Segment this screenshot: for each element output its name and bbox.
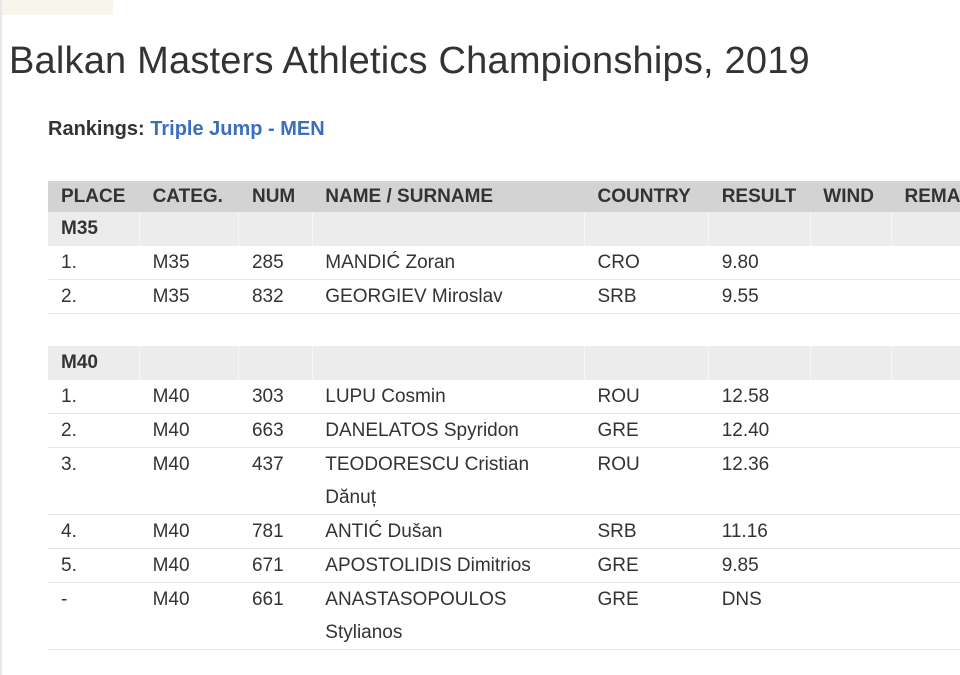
cell-remark (891, 380, 960, 414)
table-row: 1. M35 285 MANDIĆ Zoran CRO 9.80 (48, 246, 960, 280)
event-link[interactable]: Triple Jump - MEN (150, 118, 325, 140)
table-row: 2. M40 663 DANELATOS Spyridon GRE 12.40 (48, 413, 960, 448)
cell-result: 9.85 (708, 548, 811, 583)
cell-country: SRB (584, 279, 709, 314)
cell-remark (891, 514, 960, 549)
group-spacer (48, 313, 960, 346)
header-result: RESULT (708, 181, 811, 212)
cell-place: 2. (48, 279, 140, 314)
header-country: COUNTRY (584, 181, 709, 212)
cell-remark (891, 447, 960, 515)
cell-result: 11.16 (708, 514, 811, 549)
group-label: M40 (48, 346, 140, 380)
table-header-row: PLACE CATEG. NUM NAME / SURNAME COUNTRY … (48, 181, 960, 212)
cell-result: 12.36 (708, 447, 811, 515)
cell-result: 12.58 (708, 380, 811, 414)
cell-category: M35 (139, 279, 239, 314)
cell-num: 663 (238, 413, 313, 448)
cell-wind (810, 279, 892, 314)
cell-remark (891, 246, 960, 280)
cell-place: 3. (48, 447, 140, 515)
cell-category: M40 (139, 447, 239, 515)
header-num: NUM (238, 181, 313, 212)
cell-name: LUPU Cosmin (312, 380, 585, 414)
cell-name: GEORGIEV Miroslav (312, 279, 585, 314)
group-row: M40 (48, 346, 960, 380)
cell-remark (891, 413, 960, 448)
cell-result: 9.55 (708, 279, 811, 314)
header-place: PLACE (48, 181, 140, 212)
table-row: - M40 661 ANASTASOPOULOS Stylianos GRE D… (48, 582, 960, 650)
cell-place: 1. (48, 380, 140, 414)
cell-result: 12.40 (708, 413, 811, 448)
cell-category: M40 (139, 548, 239, 583)
cell-remark (891, 548, 960, 583)
header-category: CATEG. (139, 181, 239, 212)
left-edge-border (0, 0, 2, 675)
cell-place: 5. (48, 548, 140, 583)
cell-country: ROU (584, 447, 709, 515)
cell-wind (810, 447, 892, 515)
cell-wind (810, 380, 892, 414)
group-label: M35 (48, 212, 140, 246)
cell-name: APOSTOLIDIS Dimitrios (312, 548, 585, 583)
cell-wind (810, 582, 892, 650)
rankings-heading: Rankings: Triple Jump - MEN (48, 118, 325, 141)
cell-country: GRE (584, 413, 709, 448)
header-wind: WIND (810, 181, 892, 212)
header-remark: REMARK (891, 181, 960, 212)
cell-wind (810, 413, 892, 448)
cell-name: ANTIĆ Dušan (312, 514, 585, 549)
table-row: 2. M35 832 GEORGIEV Miroslav SRB 9.55 (48, 279, 960, 314)
cell-num: 781 (238, 514, 313, 549)
cell-place: - (48, 582, 140, 650)
cell-result: DNS (708, 582, 811, 650)
cell-wind (810, 548, 892, 583)
cell-country: GRE (584, 582, 709, 650)
rankings-label: Rankings: (48, 118, 145, 140)
group-row: M35 (48, 212, 960, 246)
cell-country: CRO (584, 246, 709, 280)
cell-category: M35 (139, 246, 239, 280)
cell-num: 661 (238, 582, 313, 650)
cell-place: 4. (48, 514, 140, 549)
cell-remark (891, 279, 960, 314)
cell-remark (891, 582, 960, 650)
cell-category: M40 (139, 514, 239, 549)
cell-name: MANDIĆ Zoran (312, 246, 585, 280)
table-row: 4. M40 781 ANTIĆ Dušan SRB 11.16 (48, 514, 960, 549)
cell-num: 303 (238, 380, 313, 414)
table-row: 3. M40 437 TEODORESCU Cristian Dănuț ROU… (48, 447, 960, 515)
table-row: 5. M40 671 APOSTOLIDIS Dimitrios GRE 9.8… (48, 548, 960, 583)
header-name: NAME / SURNAME (312, 181, 585, 212)
cell-wind (810, 246, 892, 280)
cell-country: GRE (584, 548, 709, 583)
cell-place: 2. (48, 413, 140, 448)
cell-num: 437 (238, 447, 313, 515)
cell-name: TEODORESCU Cristian Dănuț (312, 447, 585, 515)
top-tab-strip (0, 0, 113, 15)
cell-category: M40 (139, 582, 239, 650)
cell-result: 9.80 (708, 246, 811, 280)
cell-wind (810, 514, 892, 549)
cell-num: 671 (238, 548, 313, 583)
results-table: PLACE CATEG. NUM NAME / SURNAME COUNTRY … (48, 181, 960, 650)
cell-name: DANELATOS Spyridon (312, 413, 585, 448)
table-row: 1. M40 303 LUPU Cosmin ROU 12.58 (48, 380, 960, 414)
cell-num: 832 (238, 279, 313, 314)
cell-country: ROU (584, 380, 709, 414)
cell-num: 285 (238, 246, 313, 280)
cell-category: M40 (139, 380, 239, 414)
cell-country: SRB (584, 514, 709, 549)
cell-category: M40 (139, 413, 239, 448)
page-title: Balkan Masters Athletics Championships, … (9, 40, 810, 82)
cell-name: ANASTASOPOULOS Stylianos (312, 582, 585, 650)
cell-place: 1. (48, 246, 140, 280)
